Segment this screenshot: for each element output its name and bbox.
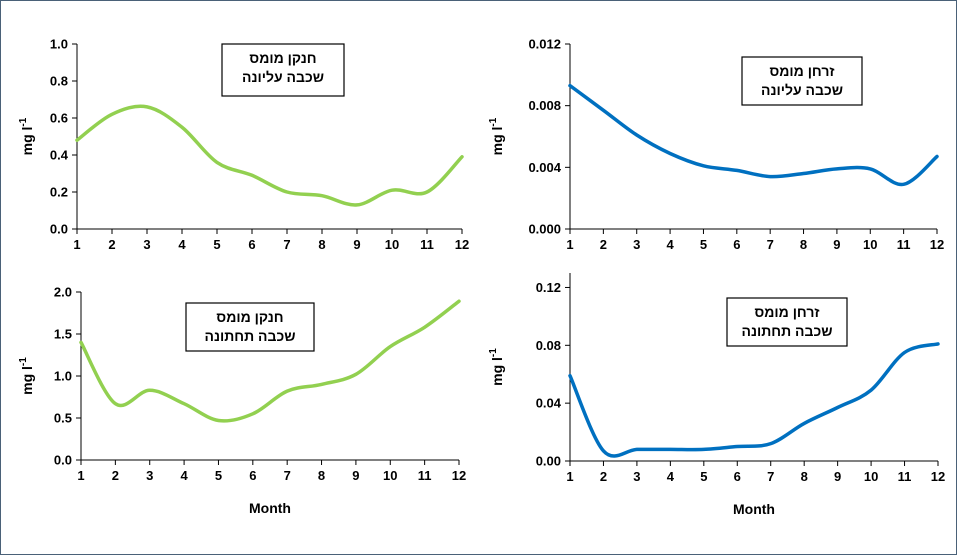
x-tick-label: 2 [600,237,607,252]
chart-title-line: זרחן מומס [754,304,819,320]
y-axis-label: mg l-1 [488,117,505,155]
y-tick-label: 1.0 [54,369,72,384]
chart-title-box [185,302,315,352]
x-tick-label: 10 [385,237,399,252]
x-tick-label: 10 [383,468,397,483]
x-tick-label: 8 [800,237,807,252]
x-tick-label: 11 [898,469,912,484]
y-tick-label: 0.0 [50,222,68,237]
y-tick-label: 0.8 [50,74,68,89]
x-tick-label: 2 [108,237,115,252]
x-axis-label: Month [733,501,775,517]
x-tick-label: 10 [863,237,877,252]
y-tick-label: 0.4 [50,148,69,163]
x-tick-label: 5 [213,237,220,252]
y-tick-label: 0.004 [528,160,561,175]
chart-title-line: חנקן מומס [249,50,316,66]
x-tick-label: 6 [249,468,256,483]
y-tick-label: 0.5 [54,411,72,426]
x-tick-label: 5 [700,237,707,252]
x-tick-label: 5 [700,469,707,484]
x-tick-label: 4 [666,237,674,252]
x-tick-label: 1 [566,237,573,252]
x-tick-label: 7 [767,237,774,252]
y-axis-label: mg l-1 [18,357,35,395]
series-line-1 [568,83,939,187]
y-tick-label: 0.000 [528,222,561,237]
y-tick-label: 2.0 [54,285,72,300]
y-tick-label: 0.00 [536,454,561,469]
y-tick-label: 1.5 [54,327,72,342]
x-tick-label: 2 [600,469,607,484]
x-tick-label: 3 [143,237,150,252]
x-tick-label: 6 [733,237,740,252]
x-tick-label: 12 [452,468,466,483]
chart-title-line: שכבה תחתונה [205,328,296,344]
y-tick-label: 0.12 [536,280,561,295]
x-tick-label: 6 [734,469,741,484]
x-tick-label: 12 [931,469,945,484]
y-tick-label: 0.2 [50,185,68,200]
chart-title-line: חנקן מומס [216,309,283,325]
x-tick-label: 9 [833,237,840,252]
x-tick-label: 12 [930,237,944,252]
x-tick-label: 11 [418,468,432,483]
chart-title-box [741,56,863,106]
chart-title-line: שכבה עליונה [242,69,324,85]
x-axis-label: Month [249,500,291,516]
chart-title-line: שכבה עליונה [761,82,843,98]
chart-title-box [221,43,345,97]
series-line-1 [79,299,461,423]
y-tick-label: 0.008 [528,98,561,113]
x-tick-label: 1 [566,469,573,484]
x-tick-label: 6 [248,237,255,252]
x-tick-label: 7 [283,237,290,252]
x-tick-label: 1 [77,468,84,483]
y-tick-label: 0.012 [528,37,561,52]
series-line-1 [568,342,940,458]
x-tick-label: 4 [178,237,186,252]
x-tick-label: 1 [73,237,80,252]
y-tick-label: 1.0 [50,37,68,52]
x-tick-label: 4 [180,468,188,483]
x-tick-label: 9 [352,468,359,483]
y-axis-label: mg l-1 [18,117,35,155]
x-tick-label: 2 [112,468,119,483]
x-tick-label: 8 [318,237,325,252]
x-tick-label: 7 [284,468,291,483]
chart-title-line: שכבה תחתונה [742,323,833,339]
x-tick-label: 4 [667,469,675,484]
chart-title-line: זרחן מומס [769,63,834,79]
x-tick-label: 10 [864,469,878,484]
y-tick-label: 0.04 [536,396,562,411]
x-tick-label: 3 [633,237,640,252]
x-tick-label: 8 [318,468,325,483]
x-tick-label: 12 [455,237,469,252]
x-tick-label: 5 [215,468,222,483]
x-tick-label: 7 [767,469,774,484]
chart-title-box [726,297,848,347]
y-axis-label: mg l-1 [488,348,505,386]
y-tick-label: 0.6 [50,111,68,126]
x-tick-label: 9 [834,469,841,484]
x-tick-label: 9 [353,237,360,252]
x-tick-label: 3 [633,469,640,484]
series-line-1 [75,104,464,207]
x-tick-label: 11 [420,237,434,252]
y-tick-label: 0.08 [536,338,561,353]
x-tick-label: 8 [801,469,808,484]
x-tick-label: 3 [146,468,153,483]
x-tick-label: 11 [897,237,911,252]
y-tick-label: 0.0 [54,453,72,468]
